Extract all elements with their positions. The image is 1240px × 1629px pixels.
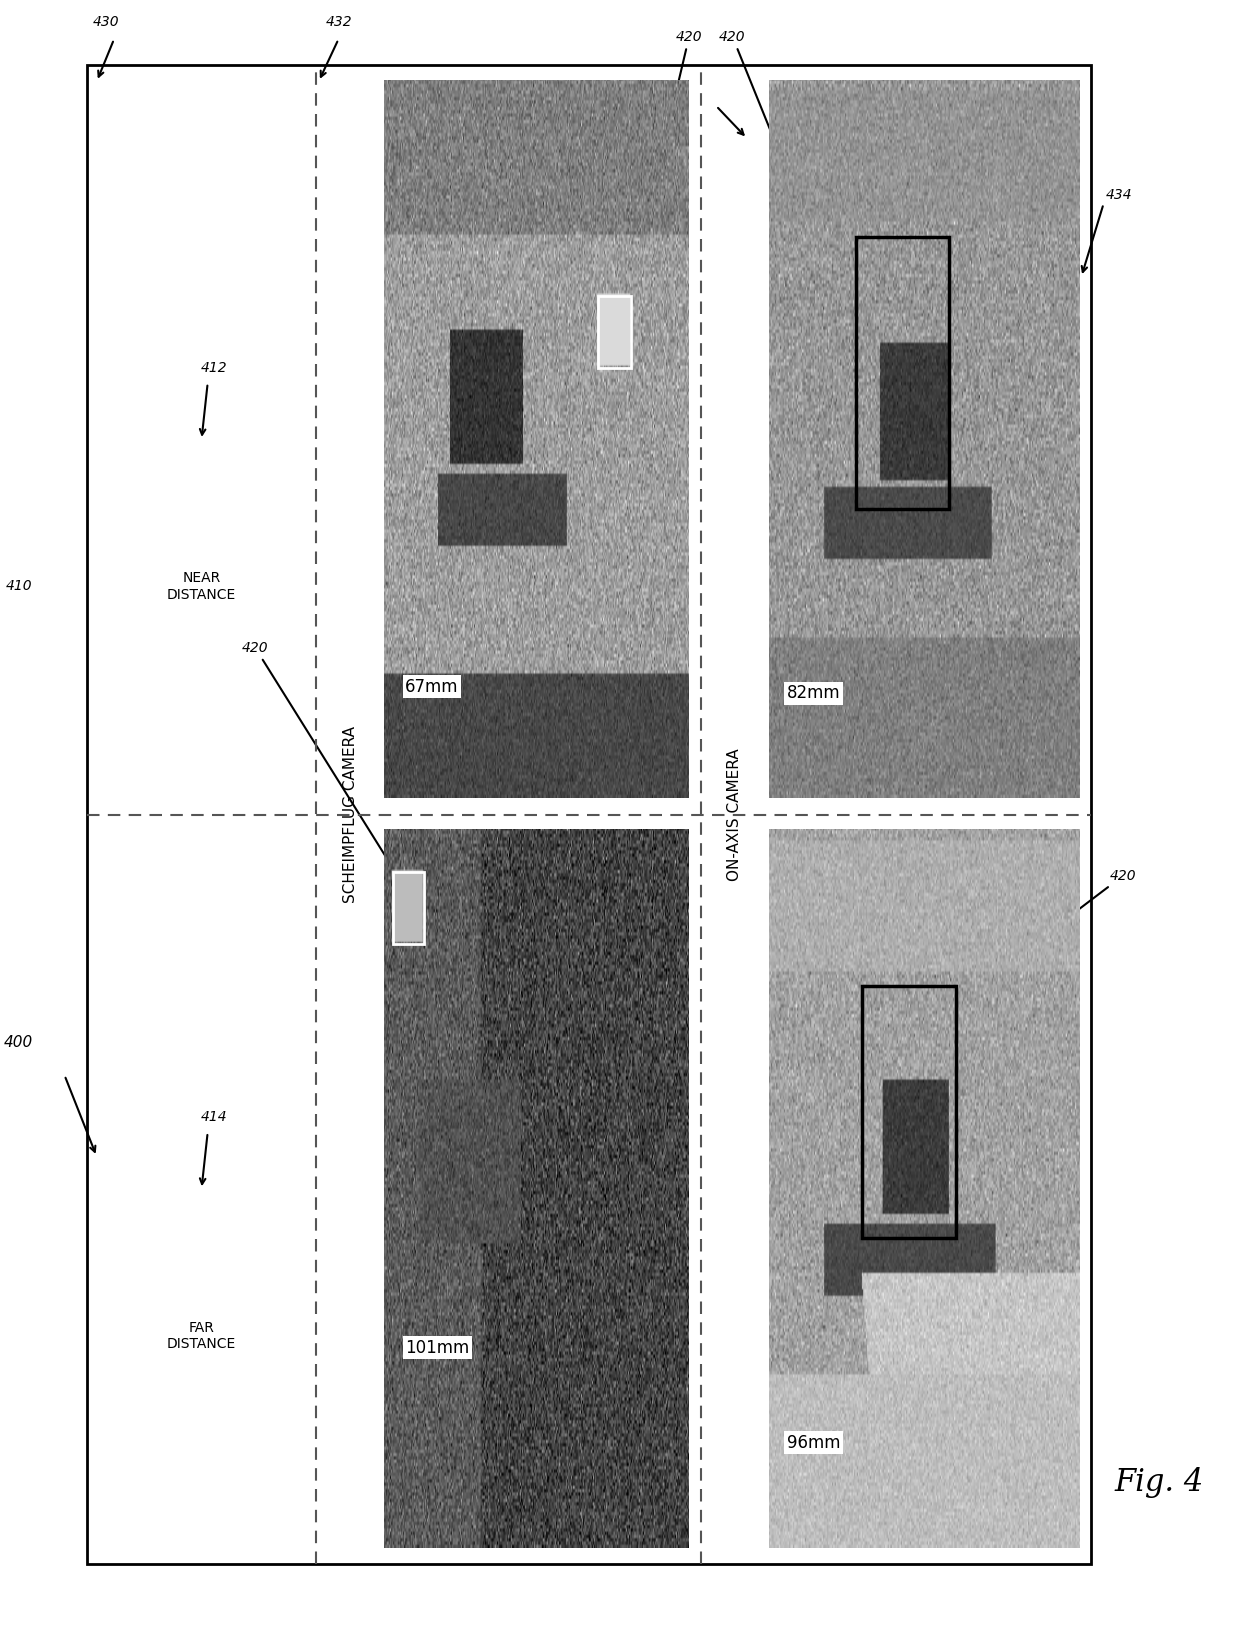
Text: 82mm: 82mm [787,684,841,702]
Text: 400: 400 [4,1034,33,1051]
Text: 101mm: 101mm [405,1339,470,1357]
Bar [862,986,956,1238]
Text: 434: 434 [1106,189,1132,202]
Bar [393,872,424,943]
Text: 430: 430 [93,15,119,29]
Text: FAR
DISTANCE: FAR DISTANCE [167,1321,236,1350]
Text: 420: 420 [632,29,702,272]
Text: 96mm: 96mm [787,1434,841,1451]
Text: 420: 420 [242,640,413,899]
Bar [87,65,1091,1564]
Text: ON-AXIS CAMERA: ON-AXIS CAMERA [727,748,743,881]
Text: 420: 420 [1014,868,1136,958]
Text: 414: 414 [201,1109,227,1124]
Bar [598,296,631,368]
Text: SCHEIMPFLUG CAMERA: SCHEIMPFLUG CAMERA [342,727,358,902]
Text: Fig. 4: Fig. 4 [1115,1466,1204,1499]
Text: NEAR
DISTANCE: NEAR DISTANCE [167,572,236,601]
Bar [856,236,949,508]
Text: 412: 412 [201,360,227,375]
Text: 432: 432 [326,15,352,29]
Text: 420: 420 [719,29,848,321]
Text: 67mm: 67mm [405,678,459,696]
Text: 410: 410 [5,580,32,593]
